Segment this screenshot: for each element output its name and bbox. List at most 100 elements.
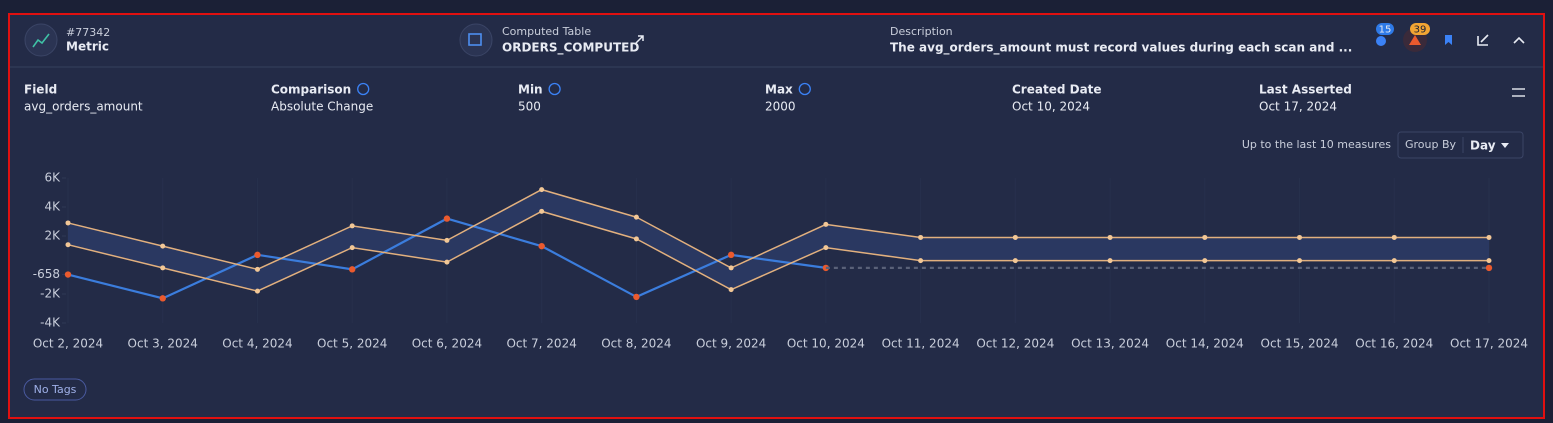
y-tick-label: 2K bbox=[44, 229, 61, 243]
series-line bbox=[67, 188, 1489, 271]
alert-icon[interactable] bbox=[1409, 35, 1421, 45]
data-point bbox=[728, 287, 734, 293]
y-tick-label: -658 bbox=[33, 267, 60, 281]
data-point bbox=[918, 258, 924, 264]
data-point bbox=[918, 234, 924, 240]
open-link-icon[interactable] bbox=[635, 35, 644, 44]
x-tick-label: Oct 16, 2024 bbox=[1355, 337, 1433, 351]
x-tick-label: Oct 3, 2024 bbox=[128, 337, 198, 351]
y-tick-label: -2K bbox=[40, 287, 61, 301]
group-by-dropdown[interactable] bbox=[1397, 131, 1524, 159]
badge-count: 39 bbox=[1414, 25, 1427, 36]
data-point bbox=[728, 265, 734, 271]
data-point bbox=[254, 266, 260, 272]
data-point bbox=[1107, 258, 1113, 264]
data-point bbox=[1107, 234, 1113, 240]
group-by-label: Group By bbox=[1405, 138, 1457, 151]
x-tick-label: Oct 6, 2024 bbox=[412, 337, 482, 351]
bookmark-icon[interactable] bbox=[1445, 35, 1452, 45]
data-point bbox=[1297, 234, 1303, 240]
field-label: Created Date bbox=[1012, 83, 1102, 97]
edit-icon[interactable] bbox=[1477, 34, 1489, 46]
x-tick-label: Oct 11, 2024 bbox=[882, 337, 960, 351]
data-point bbox=[160, 265, 166, 271]
data-point bbox=[539, 187, 545, 193]
x-tick-label: Oct 14, 2024 bbox=[1166, 337, 1244, 351]
help-icon[interactable] bbox=[357, 82, 370, 96]
x-tick-label: Oct 10, 2024 bbox=[787, 337, 865, 351]
tag-text: No Tags bbox=[34, 383, 77, 396]
data-point bbox=[633, 236, 639, 242]
data-point bbox=[538, 242, 545, 250]
description: The avg_orders_amount must record values… bbox=[890, 41, 1352, 56]
data-point bbox=[254, 288, 260, 294]
chart: -4K -2K -658 2K 4K 6K Oct 2, 2024 Oct 3, 2024 Oc… bbox=[33, 171, 1528, 351]
tag-pill[interactable] bbox=[23, 378, 87, 401]
field-value: Absolute Change bbox=[271, 100, 373, 114]
table-icon bbox=[459, 23, 493, 57]
field-label: Min bbox=[518, 83, 543, 97]
field-value: Oct 17, 2024 bbox=[1259, 100, 1337, 114]
y-tick-label: -4K bbox=[40, 316, 61, 330]
data-point bbox=[1391, 234, 1397, 240]
series-line bbox=[67, 210, 1489, 292]
data-point bbox=[633, 214, 639, 220]
data-point bbox=[65, 220, 71, 226]
data-point bbox=[1391, 258, 1397, 264]
field-label: Field bbox=[24, 83, 57, 97]
dropdown-caret bbox=[1501, 143, 1509, 148]
data-point bbox=[1486, 258, 1492, 264]
x-tick-label: Oct 2, 2024 bbox=[33, 337, 103, 351]
data-point bbox=[1202, 234, 1208, 240]
data-point bbox=[443, 215, 451, 222]
metric-icon bbox=[24, 23, 58, 57]
data-point bbox=[1202, 258, 1208, 264]
data-point bbox=[539, 208, 545, 214]
data-point bbox=[823, 245, 829, 251]
data-point bbox=[160, 243, 166, 249]
data-point bbox=[444, 259, 450, 265]
data-point bbox=[349, 223, 355, 229]
data-point bbox=[1485, 264, 1493, 272]
range-text: Up to the last 10 measures bbox=[1242, 138, 1391, 151]
x-tick-label: Oct 7, 2024 bbox=[506, 337, 576, 351]
description-label: Description bbox=[890, 25, 953, 38]
x-tick-label: Oct 4, 2024 bbox=[222, 337, 292, 351]
metric-icon-glyph bbox=[32, 33, 50, 48]
metric-id: #77342 bbox=[66, 26, 110, 39]
data-point bbox=[159, 295, 166, 302]
data-point bbox=[727, 251, 735, 259]
user-icon[interactable] bbox=[1376, 36, 1386, 46]
x-tick-label: Oct 17, 2024 bbox=[1450, 337, 1528, 351]
data-point bbox=[65, 242, 71, 248]
field-value: 2000 bbox=[765, 100, 796, 114]
fields: Field avg_orders_amount Comparison Absolute… bbox=[24, 83, 1352, 114]
table-name[interactable]: ORDERS_COMPUTED bbox=[502, 41, 639, 56]
field-value: 500 bbox=[518, 100, 541, 114]
data-point bbox=[1012, 258, 1018, 264]
x-tick-label: Oct 15, 2024 bbox=[1261, 337, 1339, 351]
settings-icon[interactable] bbox=[1512, 88, 1525, 97]
data-point bbox=[633, 293, 640, 301]
threshold-band bbox=[68, 189, 1489, 292]
data-point bbox=[823, 221, 829, 227]
table-icon-glyph bbox=[468, 33, 482, 46]
card bbox=[8, 13, 1545, 419]
data-point bbox=[349, 245, 355, 251]
help-icon[interactable] bbox=[798, 82, 811, 96]
help-icon[interactable] bbox=[548, 82, 561, 96]
field-value: Oct 10, 2024 bbox=[1012, 100, 1090, 114]
field-label: Max bbox=[765, 83, 793, 97]
data-point bbox=[1486, 234, 1492, 240]
x-tick-label: Oct 12, 2024 bbox=[976, 337, 1054, 351]
data-point bbox=[1012, 234, 1018, 240]
field-label: Last Asserted bbox=[1259, 83, 1352, 97]
collapse-icon[interactable] bbox=[1513, 36, 1525, 44]
metric-kind: Metric bbox=[66, 40, 109, 54]
x-tick-label: Oct 5, 2024 bbox=[317, 337, 387, 351]
badge-count: 15 bbox=[1379, 25, 1392, 36]
y-tick-label: 4K bbox=[44, 200, 61, 214]
field-label: Comparison bbox=[271, 83, 351, 97]
